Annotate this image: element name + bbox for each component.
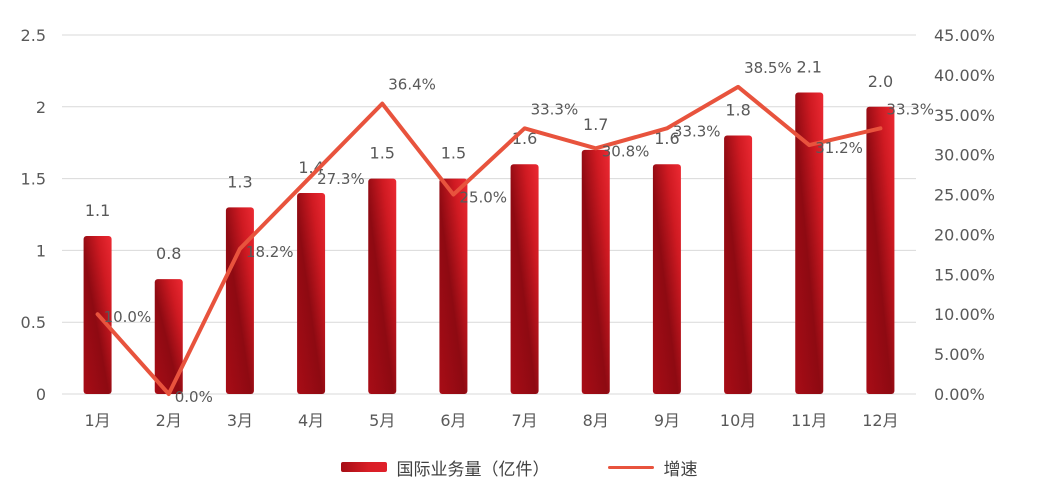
x-tick-label: 10月 [720, 411, 756, 430]
bar-data-label: 2.1 [797, 57, 822, 76]
left-tick-label: 2.5 [21, 26, 46, 45]
bar [297, 192, 326, 394]
bar [225, 207, 254, 394]
bar [652, 164, 681, 394]
x-tick-label: 1月 [84, 411, 110, 430]
right-tick-label: 30.00% [934, 146, 995, 165]
bar-data-label: 1.3 [227, 172, 252, 191]
line-data-label: 18.2% [246, 243, 294, 261]
bar-data-label: 1.5 [441, 144, 466, 163]
right-tick-label: 10.00% [934, 305, 995, 324]
bar-data-label: 0.8 [156, 244, 181, 263]
bar-data-label: 1.5 [370, 144, 395, 163]
legend-item-line: 增速 [607, 455, 698, 480]
left-tick-label: 0 [36, 385, 46, 404]
line-data-label: 27.3% [317, 170, 365, 188]
legend-line-label: 增速 [663, 459, 698, 480]
left-tick-label: 0.5 [21, 313, 46, 332]
line-data-label: 33.3% [673, 122, 721, 140]
right-tick-label: 35.00% [934, 106, 995, 125]
bar [795, 92, 824, 394]
legend-bar-label: 国际业务量（亿件） [396, 459, 550, 480]
x-tick-label: 3月 [227, 411, 253, 430]
line-data-label: 33.3% [531, 100, 579, 118]
legend: 国际业务量（亿件） 增速 [0, 452, 1038, 482]
bar [581, 149, 610, 394]
bar-data-label: 1.6 [654, 129, 679, 148]
bar [866, 106, 895, 395]
right-tick-label: 45.00% [934, 26, 995, 45]
line-data-label: 31.2% [815, 139, 863, 157]
x-axis-ticks: 1月 2月 3月 4月 5月 6月 7月 8月 9月 10月 11月 12月 [84, 411, 898, 430]
line-series [95, 84, 883, 396]
bar [510, 164, 539, 394]
bar [368, 178, 397, 394]
line-data-label: 33.3% [886, 100, 934, 118]
line-data-label: 36.4% [388, 76, 436, 94]
x-tick-label: 9月 [654, 411, 680, 430]
line-data-labels: 10.0% 0.0% 18.2% 27.3% 36.4% 25.0% 33.3% 30.8% 3… [104, 59, 934, 406]
x-tick-label: 12月 [862, 411, 898, 430]
right-axis-ticks: 0.00% 5.00% 10.00% 15.00% 20.00% 25.00% 30.00%… [934, 26, 995, 404]
bar-data-label: 2.0 [868, 72, 893, 91]
legend-item-bar: 国际业务量（亿件） [340, 455, 550, 480]
legend-bar-swatch [340, 462, 387, 472]
x-tick-label: 2月 [156, 411, 182, 430]
line-data-label: 38.5% [744, 59, 792, 77]
x-tick-label: 11月 [791, 411, 827, 430]
x-tick-label: 8月 [583, 411, 609, 430]
line-data-label: 25.0% [459, 189, 507, 207]
bar-data-label: 1.8 [725, 101, 750, 120]
growth-line [95, 84, 883, 396]
right-tick-label: 15.00% [934, 265, 995, 284]
right-tick-label: 20.00% [934, 225, 995, 244]
legend-line-swatch [607, 465, 654, 469]
line-data-label: 10.0% [104, 308, 152, 326]
x-tick-label: 7月 [511, 411, 537, 430]
bar [439, 178, 468, 394]
bar [154, 279, 183, 394]
right-tick-label: 40.00% [934, 66, 995, 85]
bar-data-label: 1.1 [85, 201, 110, 220]
left-tick-label: 2 [36, 98, 46, 117]
left-tick-label: 1.5 [21, 170, 46, 189]
left-tick-label: 1 [36, 241, 46, 260]
x-tick-label: 6月 [440, 411, 466, 430]
left-axis-ticks: 0 0.5 1 1.5 2 2.5 [21, 26, 46, 404]
bar [724, 135, 753, 394]
x-tick-label: 4月 [298, 411, 324, 430]
x-tick-label: 5月 [369, 411, 395, 430]
line-data-label: 30.8% [602, 142, 650, 160]
bar-series [83, 92, 895, 395]
right-tick-label: 5.00% [934, 345, 985, 364]
gridlines [62, 34, 916, 395]
right-tick-label: 25.00% [934, 186, 995, 205]
bar-data-label: 1.7 [583, 115, 608, 134]
line-data-label: 0.0% [175, 388, 213, 406]
right-tick-label: 0.00% [934, 385, 985, 404]
